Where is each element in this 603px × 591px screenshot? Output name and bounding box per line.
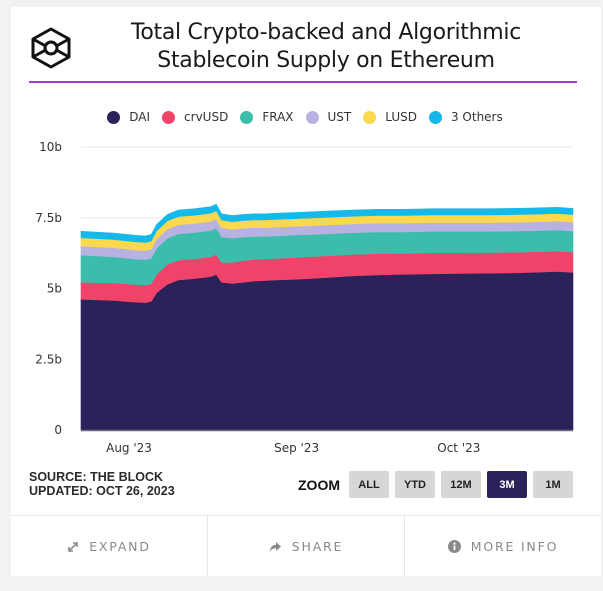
y-tick-label: 10b (39, 140, 62, 154)
zoom-button-ytd[interactable]: YTD (395, 471, 435, 498)
source-text: SOURCE: THE BLOCK (29, 470, 164, 484)
legend-swatch (305, 110, 319, 124)
legend-item[interactable]: DAI (107, 110, 150, 124)
y-tick-label: 7.5b (35, 211, 62, 225)
legend-swatch (428, 110, 442, 124)
zoom-button-3m[interactable]: 3M (487, 471, 527, 498)
y-tick-label: 2.5b (35, 352, 62, 366)
zoom-label: ZOOM (298, 476, 340, 493)
more-info-button[interactable]: MORE INFO (405, 516, 601, 577)
area-series-3-others[interactable] (80, 203, 574, 243)
legend-label: crvUSD (184, 110, 229, 124)
legend-label: DAI (129, 110, 151, 124)
expand-arrows-icon (68, 541, 79, 552)
title-underline (29, 81, 577, 83)
legend-swatch (363, 110, 377, 124)
x-tick-label: Oct '23 (437, 441, 480, 455)
zoom-button-all[interactable]: ALL (349, 471, 389, 498)
x-tick-label: Sep '23 (274, 441, 319, 455)
legend-swatch (162, 110, 176, 124)
chart-source-info: SOURCE: THE BLOCK UPDATED: OCT 26, 2023 (29, 470, 175, 498)
share-label: SHARE (291, 539, 344, 554)
share-arrow-icon (269, 541, 281, 552)
legend-label: 3 Others (450, 110, 503, 124)
legend-label: FRAX (262, 110, 294, 124)
share-button[interactable]: SHARE (208, 516, 405, 577)
expand-button[interactable]: EXPAND (11, 516, 208, 577)
legend-label: LUSD (385, 110, 417, 124)
legend-item[interactable]: crvUSD (162, 110, 228, 124)
y-tick-label: 0 (54, 423, 62, 437)
more-info-label: MORE INFO (470, 539, 559, 554)
chart-title-line1: Total Crypto-backed and Algorithmic (130, 20, 522, 45)
updated-text: UPDATED: OCT 26, 2023 (29, 484, 175, 498)
legend-swatch (107, 110, 121, 124)
legend-item[interactable]: UST (305, 110, 352, 124)
x-tick-label: Aug '23 (106, 441, 152, 455)
chart-title-line2: Stablecoin Supply on Ethereum (157, 48, 495, 73)
zoom-controls: ZOOM ALL YTD 12M 3M 1M (298, 471, 579, 498)
legend-item[interactable]: 3 Others (428, 110, 503, 124)
chart-legend: DAI crvUSD FRAX UST LUSD 3 Others (11, 107, 601, 127)
y-tick-label: 5b (47, 282, 62, 296)
zoom-button-12m[interactable]: 12M (441, 471, 481, 498)
chart-header: Total Crypto-backed and Algorithmic Stab… (11, 7, 601, 83)
chart-title: Total Crypto-backed and Algorithmic Stab… (91, 19, 561, 75)
legend-swatch (240, 110, 254, 124)
legend-item[interactable]: LUSD (363, 110, 417, 124)
chart-actions: EXPAND SHARE MORE INFO (11, 515, 601, 577)
stacked-area-chart: 0 2.5b 5b 7.5b 10b Aug '23 Sep '23 Oct '23 (35, 140, 574, 455)
the-block-logo-icon (31, 27, 71, 69)
legend-label: UST (327, 110, 352, 124)
zoom-button-1m[interactable]: 1M (533, 471, 573, 498)
legend-item[interactable]: FRAX (240, 110, 294, 124)
info-circle-icon (447, 540, 461, 553)
chart-card: Total Crypto-backed and Algorithmic Stab… (11, 7, 601, 577)
expand-label: EXPAND (89, 539, 151, 554)
